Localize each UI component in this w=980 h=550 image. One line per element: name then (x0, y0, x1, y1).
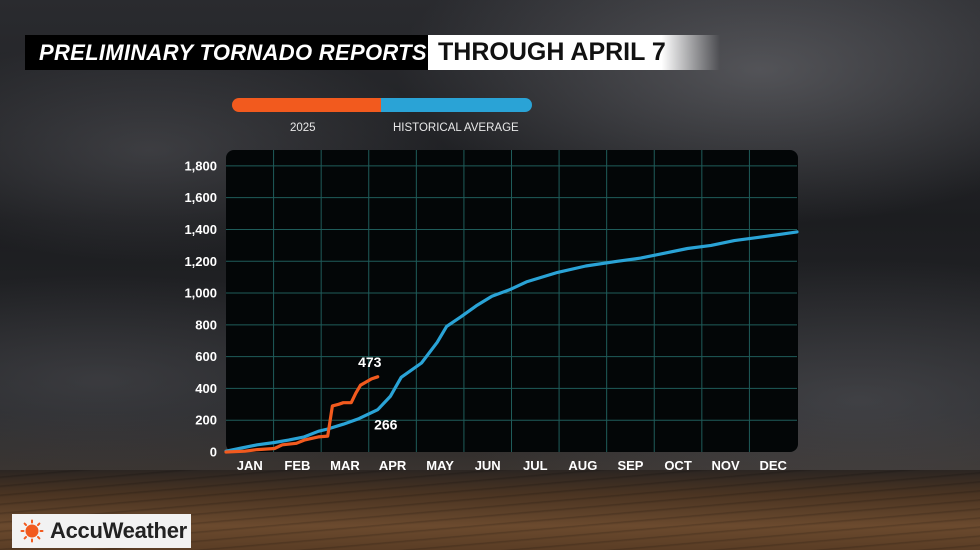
y-tick-label: 1,400 (184, 222, 217, 237)
x-tick-label: AUG (568, 458, 597, 473)
y-tick-label: 600 (195, 349, 217, 364)
accuweather-logo: AccuWeather (12, 514, 191, 548)
title-banner: PRELIMINARY TORNADO REPORTS (25, 35, 428, 70)
x-tick-label: NOV (712, 458, 741, 473)
x-tick-label: OCT (664, 458, 692, 473)
y-tick-label: 200 (195, 413, 217, 428)
data-label-2025: 473 (358, 354, 382, 370)
x-tick-label: JUL (523, 458, 548, 473)
x-tick-label: DEC (759, 458, 787, 473)
y-tick-label: 1,800 (184, 158, 217, 173)
legend-label-2025: 2025 (290, 122, 316, 134)
y-tick-label: 1,600 (184, 190, 217, 205)
sun-logo-icon (20, 519, 44, 543)
data-label-historical-average: 266 (374, 417, 398, 433)
y-tick-label: 1,200 (184, 254, 217, 269)
x-tick-label: SEP (617, 458, 643, 473)
legend-label-historical-average: HISTORICAL AVERAGE (393, 122, 519, 134)
x-tick-label: MAR (330, 458, 360, 473)
y-tick-label: 1,000 (184, 286, 217, 301)
y-tick-label: 0 (210, 445, 217, 460)
chart-title: PRELIMINARY TORNADO REPORTS (39, 39, 427, 65)
chart-subtitle: THROUGH APRIL 7 (438, 38, 666, 66)
x-tick-label: FEB (284, 458, 310, 473)
y-tick-label: 400 (195, 381, 217, 396)
x-tick-label: JUN (475, 458, 501, 473)
legend-swatch-2025 (232, 98, 384, 112)
legend-swatch-historical-average (381, 98, 532, 112)
x-tick-label: APR (379, 458, 407, 473)
y-tick-label: 800 (195, 317, 217, 332)
subtitle-banner: THROUGH APRIL 7 (428, 35, 720, 70)
brand-name: AccuWeather (50, 518, 187, 543)
series-line-2025 (224, 375, 380, 454)
x-tick-label: MAY (426, 458, 454, 473)
x-tick-label: JAN (237, 458, 263, 473)
series-line-historical-average (224, 230, 799, 453)
